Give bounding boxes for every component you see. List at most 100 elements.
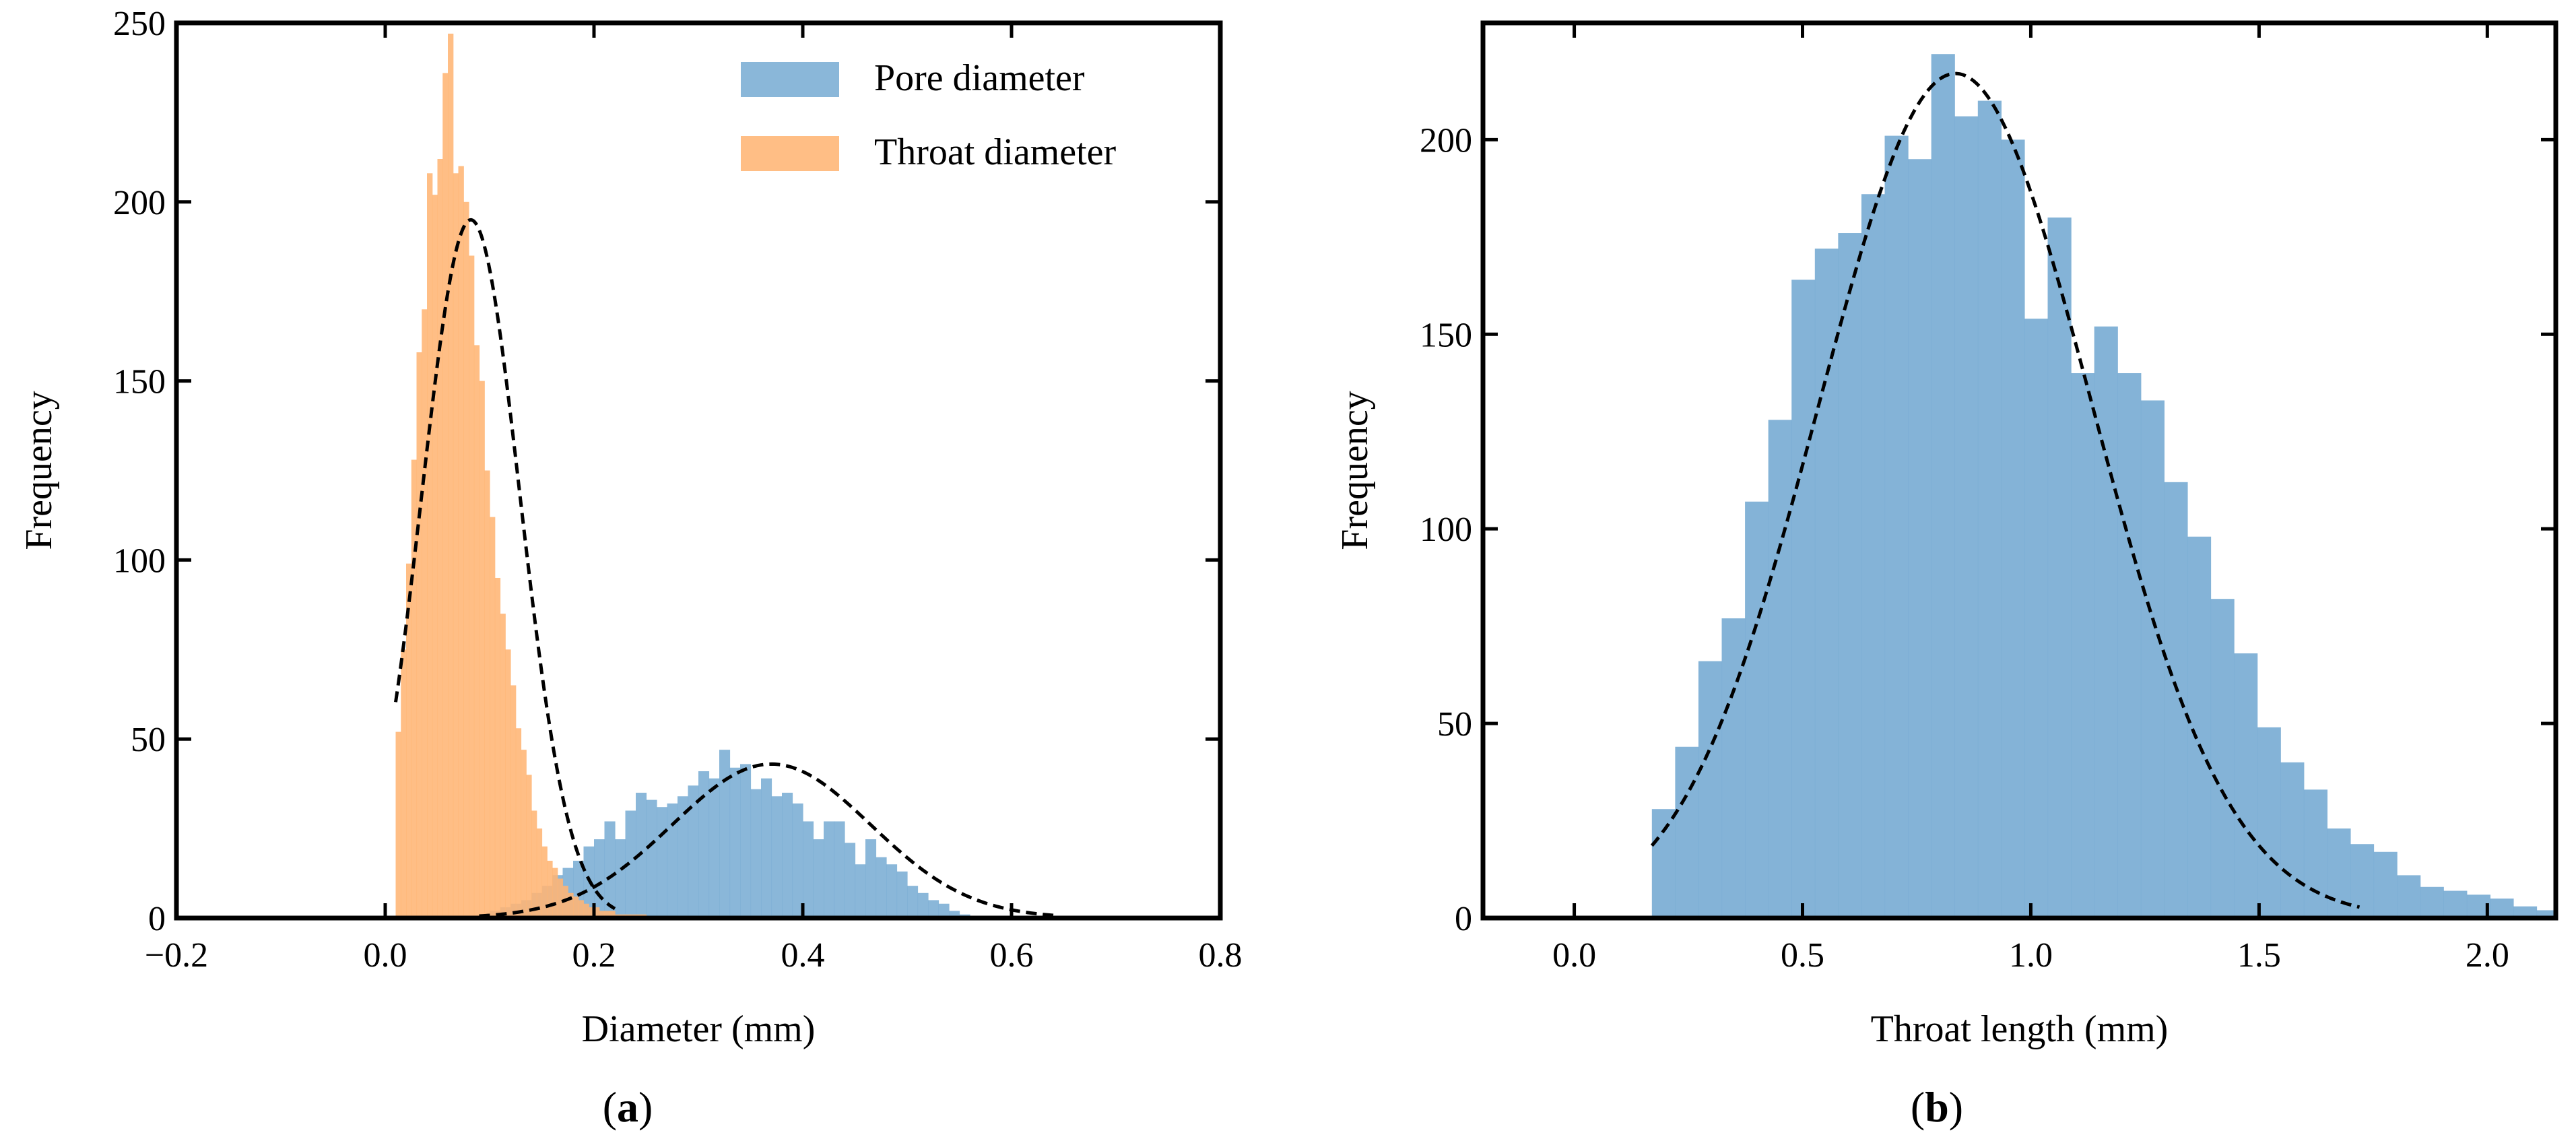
plot-area [394,33,1054,918]
histogram-bar [401,649,407,918]
histogram-bar [442,73,449,918]
histogram-bar [2164,482,2188,918]
histogram-bar [855,864,866,918]
histogram-bar [2536,910,2556,918]
histogram-bar [824,821,835,918]
histogram-bar [411,459,418,918]
histogram-bar [678,796,689,918]
histogram-bar [813,839,824,918]
histogram-bar [1768,420,1792,918]
y-tick-label: 200 [1420,121,1472,160]
histogram-bar [1791,280,1816,918]
x-tick-label: 0.0 [1552,936,1596,975]
histogram-bar [949,911,960,918]
histogram-bar [1814,249,1839,918]
histogram-bar [2373,851,2398,918]
x-tick-label: 1.5 [2237,936,2281,975]
histogram-bar [531,810,537,918]
panel-label: (b) [1911,1083,1963,1131]
histogram-bar [515,728,522,918]
histogram-bar [469,255,475,918]
chart-panel-b: 0.0 0.5 1.0 1.5 2.0 0 50 100 150 200 Throat length… [1334,20,2558,1131]
histogram-bar [505,649,511,918]
histogram-bar [589,907,595,918]
histogram-bar [500,614,506,918]
histogram-bar [657,807,668,918]
histogram-bar [1838,233,1862,918]
histogram-bar [708,778,720,918]
panel-label-paren: ) [1949,1083,1963,1131]
histogram-bar [771,796,783,918]
histogram-bar [917,892,929,918]
histogram-bar [907,886,919,918]
histogram-bar [604,911,610,918]
histogram-bar [2094,326,2118,918]
histogram-bar [490,517,496,918]
series-pore-diameter [479,750,970,918]
y-tick-label: 200 [113,184,166,222]
histogram-bar [1977,100,2002,918]
histogram-bar [698,771,710,918]
histogram-bar [573,896,579,918]
histogram-bar [2443,890,2468,918]
x-tick-label: 2.0 [2466,936,2509,975]
histogram-bar [886,864,898,918]
y-tick-label: 250 [113,5,166,43]
histogram-bar [1908,159,1932,918]
histogram-bar [484,470,490,918]
histogram-bar [521,750,527,918]
histogram-bar [667,803,678,918]
x-tick-label: 1.0 [2009,936,2053,975]
y-axis-title: Frequency [1334,391,1376,550]
histogram-bar [719,750,731,918]
histogram-bar [1651,809,1676,918]
plot-frame [174,20,1223,921]
histogram-bar [1745,501,1769,918]
histogram-bar [541,846,548,918]
histogram-bar [792,803,803,918]
histogram-bar [782,792,793,918]
histogram-bar [2257,727,2281,918]
histogram-bar [740,764,752,918]
histogram-bar [427,173,433,918]
histogram-bar [473,345,480,918]
histogram-bar [1931,54,1955,918]
histogram-bar [615,839,626,918]
panel-label-paren: ( [1911,1083,1925,1131]
histogram-bar [938,903,950,918]
histogram-bar [803,821,814,918]
x-tick-label: 0.4 [781,936,825,975]
histogram-bar [458,166,464,918]
histogram-bar [526,775,532,918]
histogram-bar [834,821,845,918]
histogram-bar [552,868,558,918]
histogram-bar [2513,906,2538,918]
histogram-bar [568,892,574,918]
y-tick-label: 0 [148,900,166,938]
histogram-bar [510,685,517,918]
histogram-bar [609,911,616,918]
fit-curve-throat-length [1650,71,2360,909]
histogram-bar [646,799,657,918]
histogram-bar [416,352,422,918]
histogram-bar [479,381,485,918]
histogram-bar [594,907,600,918]
histogram-bar [1884,135,1909,918]
y-tick-label: 150 [1420,316,1472,354]
x-tick-label: 0.6 [990,936,1034,975]
histogram-bar [1861,194,1886,918]
histogram-bar [2420,886,2444,918]
x-axis-title: Throat length (mm) [1871,1008,2169,1050]
histogram-bar [422,309,428,918]
histogram-bar [453,173,459,918]
y-tick-label: 0 [1455,900,1472,938]
histogram-bar [604,821,616,918]
fit-curve-throat-diameter [394,218,616,911]
histogram-bar [1675,746,1699,918]
legend: Pore diameter Throat diameter [741,57,1117,173]
histogram-bar [494,577,501,918]
histogram-bar [896,871,908,918]
histogram-bar [463,201,469,918]
x-axis-title: Diameter (mm) [582,1008,816,1050]
